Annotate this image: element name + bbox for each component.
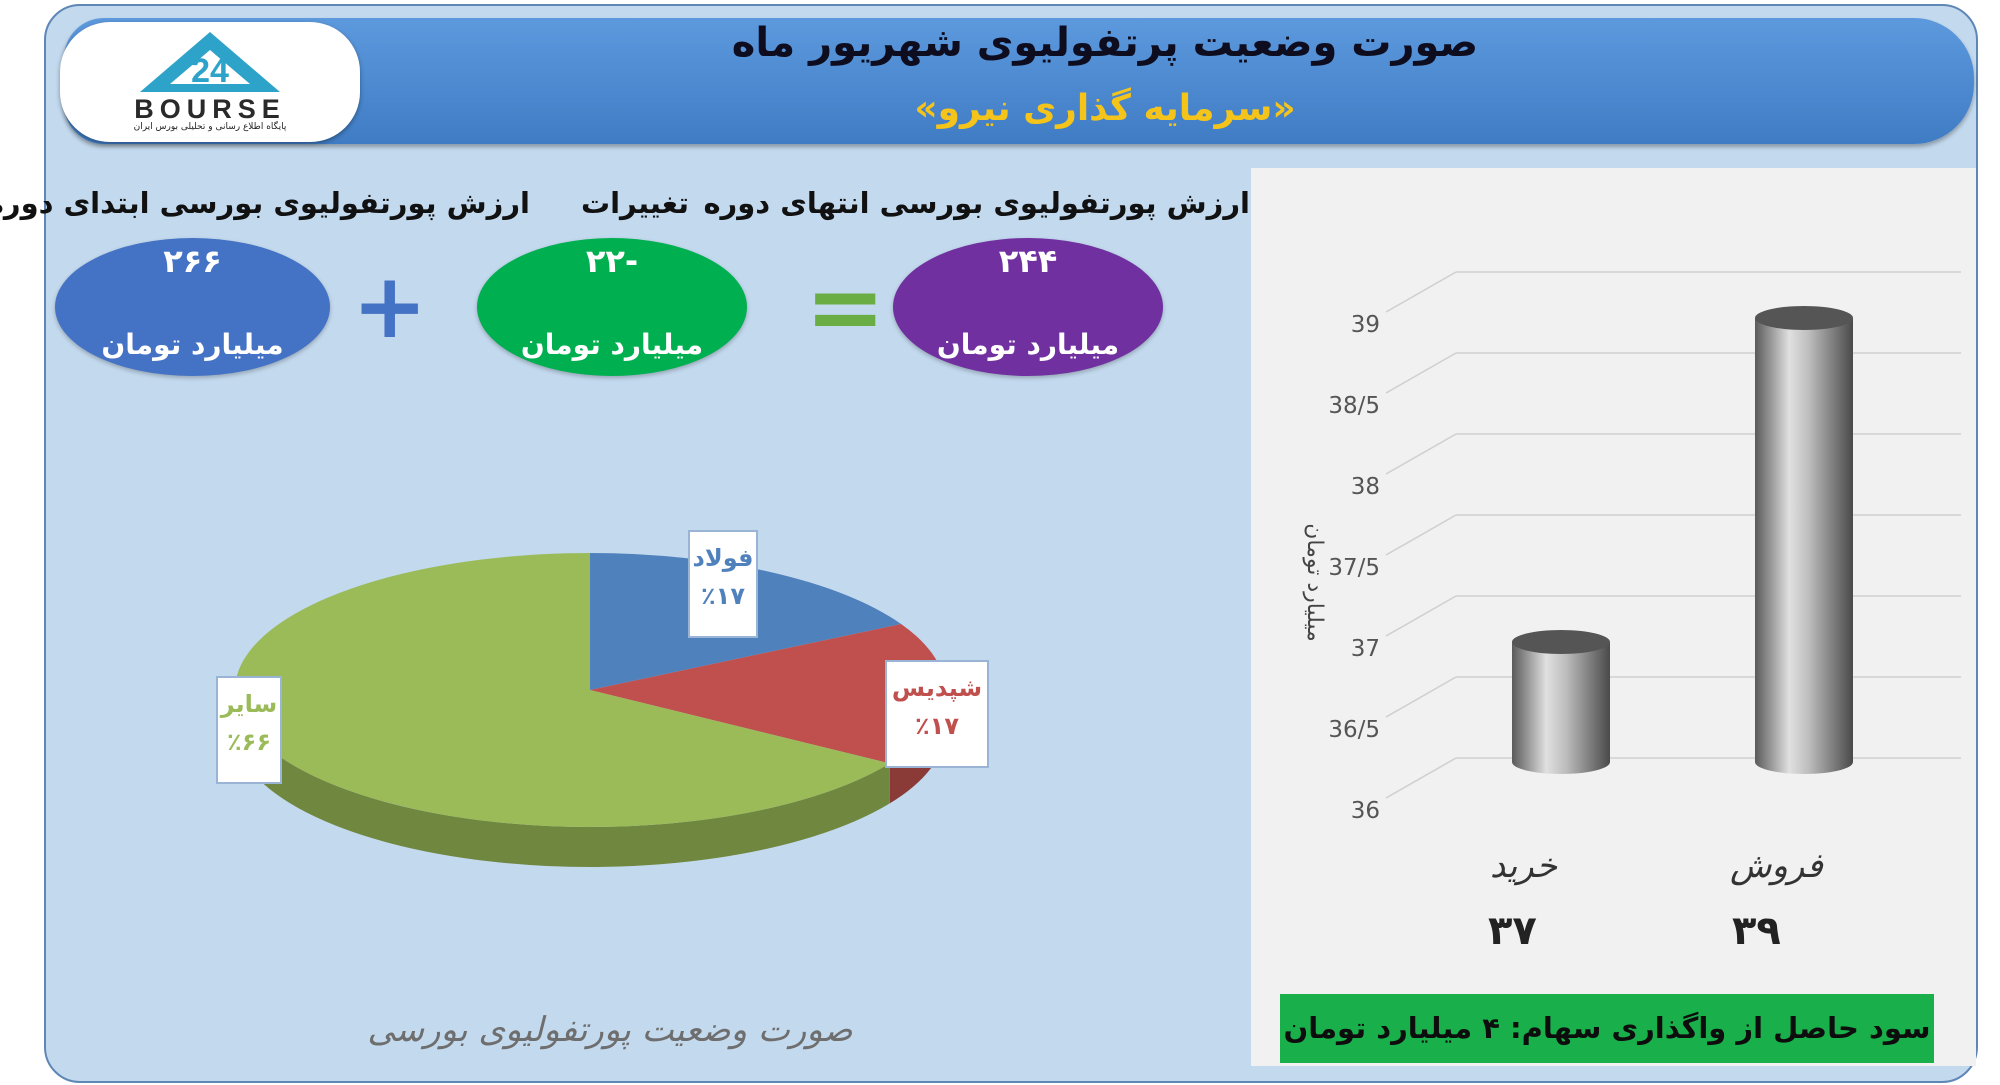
title-banner [64,18,1974,144]
end-value-label: ارزش پورتفولیوی بورسی انتهای دوره [703,186,1250,220]
bar-value-forush: ۳۹ [1732,908,1781,954]
page-subtitle: «سرمایه گذاری نیرو» [914,88,1296,129]
equals-sign: = [805,251,886,363]
pie-label-foolad-value: ٪۱۷ [701,582,745,610]
grid-diag-0 [1385,757,1457,799]
bar-chart [1385,271,1961,799]
pie-label-sayer-value: ٪۶۶ [227,728,271,756]
bar-value-kharid: ۳۷ [1488,908,1537,954]
change-value-unit: میلیارد تومان [520,328,704,361]
svg-text:24: 24 [191,52,229,90]
pie-label-foolad: فولاد ٪۱۷ [688,530,758,638]
end-value-oval: ۲۴۴ میلیارد تومان [893,238,1163,376]
pie-chart-caption: صورت وضعیت پورتفولیوی بورسی [367,1010,853,1050]
logo-text: BOURSE [134,94,286,124]
start-value: ۲۶۶ [163,242,222,280]
grid-diag-6 [1385,271,1457,313]
grid-diag-5 [1385,352,1457,394]
bar-chart-panel [1251,168,1976,1066]
y-axis-label: میلیارد تومان [1301,523,1327,642]
y-tick-36: 36 [1350,798,1380,824]
bourse-logo: 24 BOURSE پایگاه اطلاع رسانی و تحلیلی بو… [60,22,360,142]
start-value-label: ارزش پورتفولیوی بورسی ابتدای دوره [0,186,530,220]
pie-label-shepdis-name: شپدیس [891,674,983,702]
y-tick-37-5: 37/5 [1328,555,1380,581]
start-value-oval: ۲۶۶ میلیارد تومان [55,238,330,376]
pie-label-shepdis: شپدیس ٪۱۷ [885,660,989,768]
grid-diag-3 [1385,514,1457,556]
bar-cylinder-top-1 [1755,306,1853,330]
pie-chart [234,553,945,867]
plus-sign: + [352,254,428,359]
grid-diag-1 [1385,676,1457,718]
pie-label-sayer-name: سایر [220,690,278,718]
start-value-unit: میلیارد تومان [101,328,284,361]
bar-cylinder-top-0 [1512,630,1610,654]
profit-note: سود حاصل از واگذاری سهام: ۴ میلیارد توما… [1280,994,1934,1063]
bar-cylinder-1 [1755,318,1853,774]
end-value-unit: میلیارد تومان [936,328,1120,361]
pie-slice-1 [590,623,945,764]
pie-slice-2 [234,553,890,827]
x-category-kharid: خرید [1490,846,1558,886]
y-tick-37: 37 [1350,636,1380,662]
logo-subtitle: پایگاه اطلاع رسانی و تحلیلی بورس ایران [133,122,287,132]
grid-diag-4 [1385,433,1457,475]
pie-side-2-0 [234,690,890,867]
y-tick-38: 38 [1350,474,1380,500]
y-tick-39: 39 [1350,312,1380,338]
pie-label-foolad-name: فولاد [692,544,754,572]
y-tick-38-5: 38/5 [1328,393,1380,419]
pie-label-sayer: سایر ٪۶۶ [216,676,282,784]
bar-cylinder-0 [1512,642,1610,774]
logo-mark-icon: 24 [140,32,280,92]
change-value: -۲۲ [585,242,639,280]
pie-label-shepdis-value: ٪۱۷ [915,712,959,740]
change-label: تغییرات [580,186,690,220]
page-title: صورت وضعیت پرتفولیوی شهریور ماه [731,20,1479,66]
y-tick-36-5: 36/5 [1328,717,1380,743]
x-category-forush: فروش [1730,846,1823,886]
grid-diag-2 [1385,595,1457,637]
end-value: ۲۴۴ [998,242,1058,280]
change-value-oval: -۲۲ میلیارد تومان [477,238,747,376]
